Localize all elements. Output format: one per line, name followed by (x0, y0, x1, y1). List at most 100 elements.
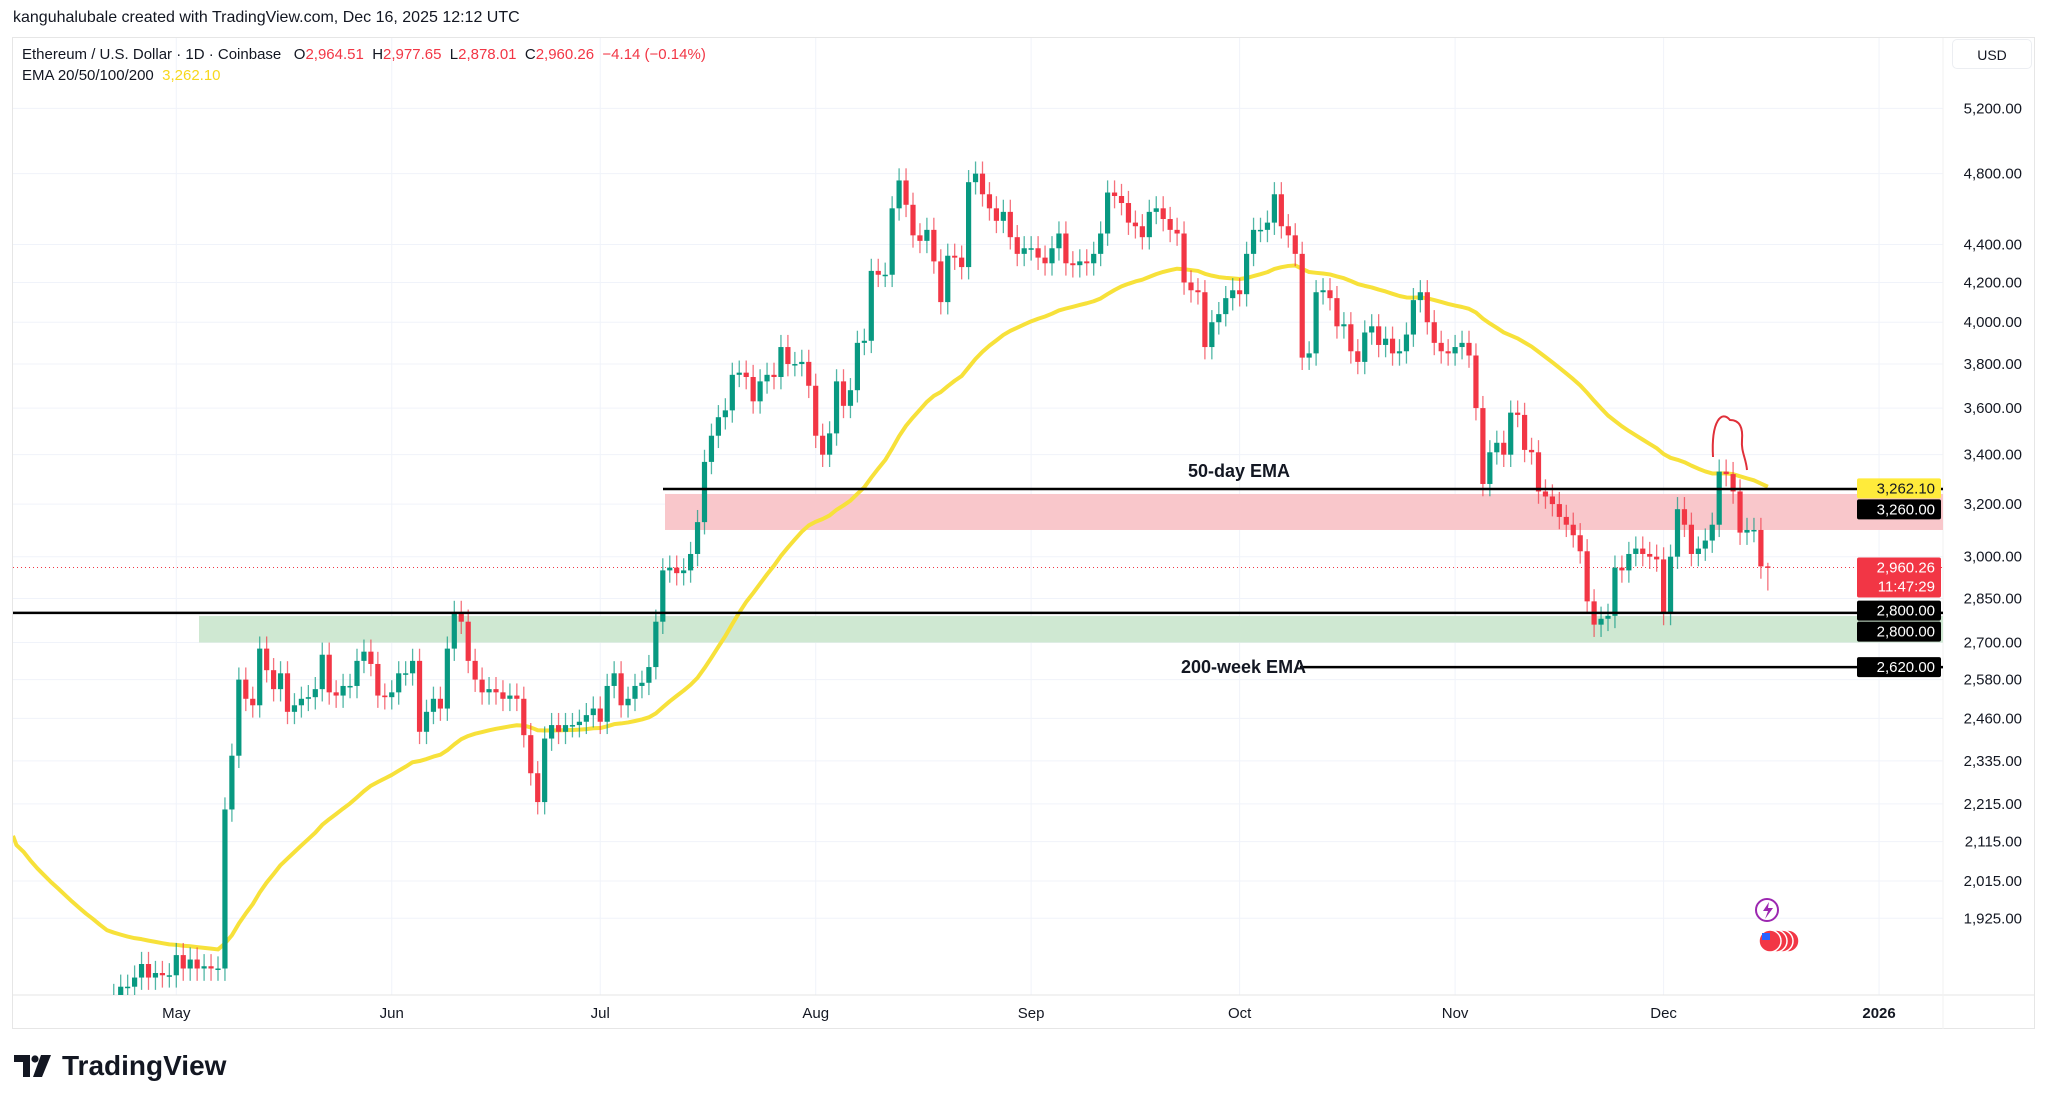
candle[interactable] (820, 423, 826, 467)
candle[interactable] (1292, 223, 1298, 267)
candle[interactable] (889, 196, 895, 288)
candle[interactable] (535, 761, 541, 815)
candle[interactable] (1028, 236, 1034, 261)
candle[interactable] (1633, 536, 1639, 567)
candle[interactable] (340, 673, 346, 708)
candle[interactable] (1014, 225, 1020, 267)
candle[interactable] (1737, 479, 1743, 545)
candle[interactable] (938, 249, 944, 315)
candle[interactable] (1584, 539, 1590, 614)
candle[interactable] (1487, 440, 1493, 497)
candle[interactable] (528, 723, 534, 786)
candle[interactable] (403, 661, 409, 686)
candle[interactable] (354, 648, 360, 699)
candle[interactable] (1744, 517, 1750, 545)
candle[interactable] (458, 600, 464, 635)
candle[interactable] (1577, 523, 1583, 564)
candle[interactable] (1654, 544, 1660, 572)
candle[interactable] (1098, 221, 1104, 267)
candle[interactable] (1195, 278, 1201, 305)
candle[interactable] (312, 677, 318, 710)
candle[interactable] (569, 712, 576, 738)
candle[interactable] (430, 686, 437, 725)
candle[interactable] (1132, 210, 1138, 239)
candle[interactable] (1209, 310, 1215, 360)
candle[interactable] (1000, 199, 1006, 234)
currency-button[interactable]: USD (1952, 39, 2032, 69)
candle[interactable] (514, 683, 520, 712)
candle[interactable] (1431, 310, 1437, 356)
candle[interactable] (1216, 301, 1222, 335)
candle[interactable] (1424, 280, 1430, 335)
candle[interactable] (291, 693, 298, 725)
candle[interactable] (1237, 278, 1243, 307)
candle[interactable] (931, 217, 937, 274)
candle[interactable] (1084, 249, 1090, 276)
candle[interactable] (194, 947, 200, 981)
candle[interactable] (1111, 180, 1118, 209)
candle[interactable] (1049, 236, 1055, 276)
candle[interactable] (778, 334, 784, 390)
candle[interactable] (1501, 430, 1507, 467)
candle[interactable] (1570, 512, 1576, 548)
candle[interactable] (382, 683, 388, 710)
candle[interactable] (910, 192, 916, 248)
candle[interactable] (444, 636, 450, 721)
candle[interactable] (722, 398, 728, 430)
candle[interactable] (507, 683, 513, 712)
candle[interactable] (799, 349, 805, 377)
candle[interactable] (868, 258, 874, 354)
candle[interactable] (1160, 196, 1166, 232)
candle[interactable] (472, 648, 478, 692)
candle[interactable] (757, 369, 763, 414)
candle[interactable] (743, 360, 749, 390)
candle[interactable] (250, 686, 256, 718)
candle[interactable] (1341, 312, 1347, 339)
candle[interactable] (493, 677, 499, 705)
candle[interactable] (959, 245, 965, 280)
candle[interactable] (729, 362, 735, 423)
candle[interactable] (319, 642, 325, 702)
candle[interactable] (785, 334, 791, 377)
candle[interactable] (715, 405, 721, 449)
candle[interactable] (277, 661, 284, 702)
candle[interactable] (465, 609, 471, 674)
candle[interactable] (1702, 528, 1708, 561)
candle[interactable] (152, 960, 159, 990)
candle[interactable] (618, 661, 624, 718)
candle[interactable] (1459, 330, 1465, 360)
candle[interactable] (660, 558, 666, 635)
candle[interactable] (966, 170, 972, 280)
candle[interactable] (451, 600, 457, 661)
candle[interactable] (180, 942, 186, 981)
candle[interactable] (1362, 320, 1368, 375)
candle[interactable] (1285, 214, 1291, 248)
candle[interactable] (694, 509, 701, 567)
candle[interactable] (1751, 517, 1757, 543)
candle[interactable] (1410, 287, 1416, 347)
candle[interactable] (1334, 286, 1340, 339)
candle[interactable] (125, 974, 131, 999)
candle[interactable] (583, 702, 589, 735)
candle[interactable] (1063, 221, 1069, 276)
candle[interactable] (166, 963, 172, 988)
candle[interactable] (562, 712, 569, 745)
candle[interactable] (326, 642, 332, 705)
candle[interactable] (347, 673, 353, 699)
candle[interactable] (882, 262, 888, 288)
candle[interactable] (771, 362, 777, 390)
candle[interactable] (173, 942, 179, 988)
candle[interactable] (222, 797, 228, 981)
candle[interactable] (952, 243, 958, 270)
candle[interactable] (1647, 541, 1653, 570)
candle[interactable] (1563, 504, 1569, 538)
candle[interactable] (1438, 330, 1444, 364)
candle[interactable] (1369, 314, 1375, 345)
candle[interactable] (1355, 339, 1361, 375)
candle[interactable] (159, 960, 165, 988)
candle[interactable] (875, 258, 881, 288)
candle[interactable] (215, 956, 221, 981)
candle[interactable] (1230, 278, 1236, 311)
candle[interactable] (639, 670, 645, 699)
candle[interactable] (1139, 214, 1145, 250)
